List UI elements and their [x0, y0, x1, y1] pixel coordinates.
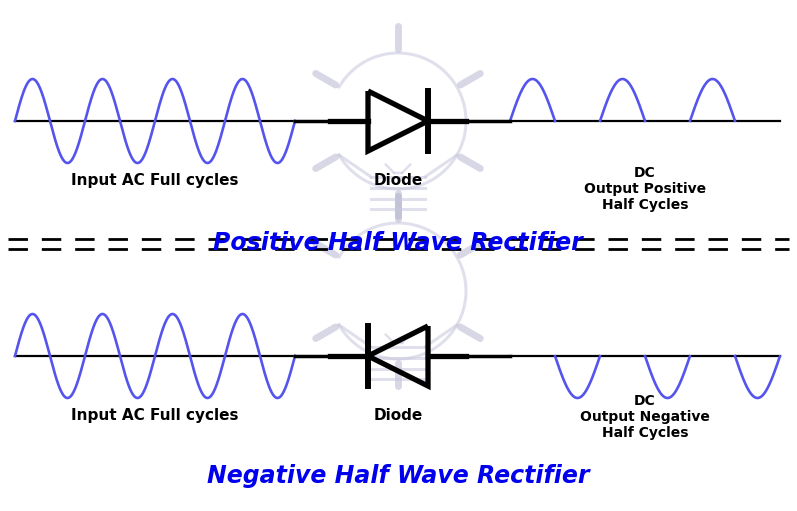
Text: Diode: Diode — [373, 173, 422, 188]
Text: Input AC Full cycles: Input AC Full cycles — [71, 173, 239, 188]
Text: Input AC Full cycles: Input AC Full cycles — [71, 408, 239, 423]
Text: Diode: Diode — [373, 408, 422, 423]
Text: DC
Output Negative
Half Cycles: DC Output Negative Half Cycles — [580, 394, 710, 440]
Text: Positive Half Wave Rectifier: Positive Half Wave Rectifier — [213, 231, 583, 255]
Text: DC
Output Positive
Half Cycles: DC Output Positive Half Cycles — [584, 166, 706, 213]
Text: Negative Half Wave Rectifier: Negative Half Wave Rectifier — [206, 464, 589, 488]
